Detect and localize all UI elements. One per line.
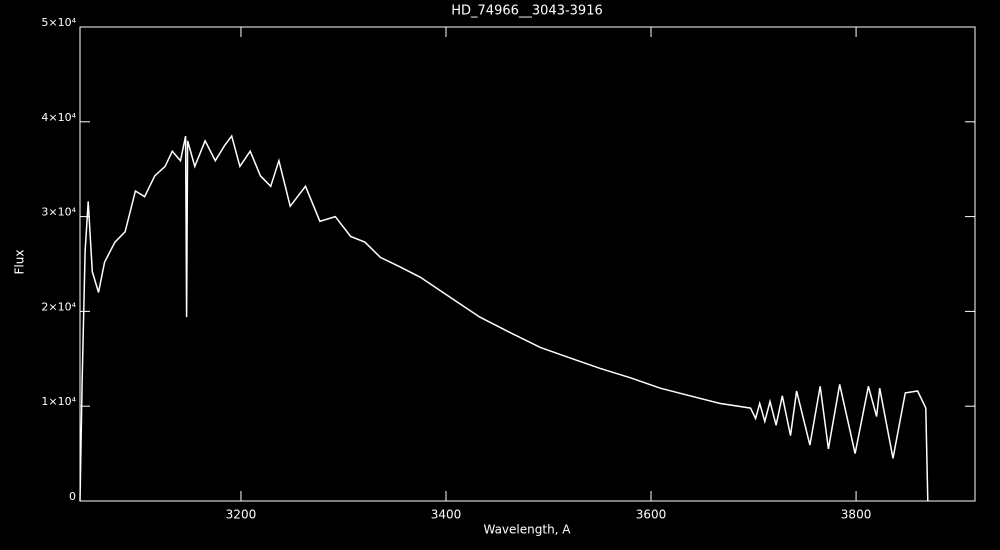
plot-frame — [79, 26, 976, 502]
spectrum-line — [79, 134, 929, 502]
x-tick-label: 3800 — [841, 508, 872, 522]
y-tick-label: 5×10⁴ — [41, 16, 76, 29]
chart-title: HD_74966__3043-3916 — [451, 4, 603, 19]
y-tick-label: 1×10⁴ — [41, 395, 76, 408]
y-axis-label: Flux — [13, 250, 27, 275]
y-tick-label: 2×10⁴ — [41, 300, 76, 313]
x-axis-label: Wavelength, A — [483, 523, 571, 537]
x-tick-label: 3400 — [431, 508, 462, 522]
y-tick-label: 0 — [69, 490, 76, 503]
y-tick-label: 4×10⁴ — [41, 111, 76, 124]
x-tick-label: 3200 — [226, 508, 257, 522]
x-tick-label: 3600 — [636, 508, 667, 522]
y-tick-label: 3×10⁴ — [41, 206, 76, 219]
